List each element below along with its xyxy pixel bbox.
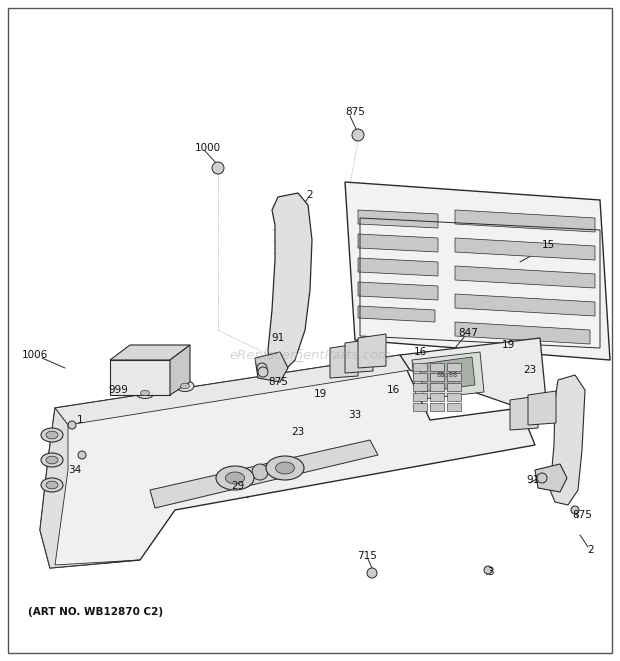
Polygon shape bbox=[358, 258, 438, 276]
Ellipse shape bbox=[266, 456, 304, 480]
Bar bbox=[413, 403, 427, 411]
Ellipse shape bbox=[136, 387, 154, 399]
Polygon shape bbox=[358, 306, 435, 322]
Text: 88:88: 88:88 bbox=[436, 372, 458, 378]
Ellipse shape bbox=[180, 383, 190, 389]
Polygon shape bbox=[150, 440, 378, 508]
Circle shape bbox=[212, 162, 224, 174]
Polygon shape bbox=[330, 344, 358, 378]
Polygon shape bbox=[358, 282, 438, 300]
Bar bbox=[447, 403, 461, 411]
Polygon shape bbox=[268, 193, 312, 375]
Ellipse shape bbox=[41, 428, 63, 442]
Ellipse shape bbox=[275, 462, 294, 474]
Polygon shape bbox=[110, 345, 190, 360]
Text: 23: 23 bbox=[523, 365, 537, 375]
Polygon shape bbox=[110, 360, 170, 395]
Circle shape bbox=[252, 464, 268, 480]
Bar bbox=[413, 373, 427, 381]
Polygon shape bbox=[420, 357, 475, 392]
Polygon shape bbox=[358, 210, 438, 228]
Text: 875: 875 bbox=[572, 510, 592, 520]
Polygon shape bbox=[535, 464, 567, 492]
Text: 875: 875 bbox=[268, 377, 288, 387]
Bar bbox=[430, 363, 444, 371]
Polygon shape bbox=[455, 238, 595, 260]
Polygon shape bbox=[358, 334, 386, 368]
Bar bbox=[447, 383, 461, 391]
Polygon shape bbox=[345, 182, 610, 360]
Polygon shape bbox=[40, 355, 535, 568]
Ellipse shape bbox=[41, 478, 63, 492]
Bar bbox=[430, 393, 444, 401]
Text: 29: 29 bbox=[231, 481, 245, 491]
Text: 715: 715 bbox=[357, 551, 377, 561]
Circle shape bbox=[352, 129, 364, 141]
Text: 1000: 1000 bbox=[195, 143, 221, 153]
Polygon shape bbox=[40, 408, 140, 568]
Bar bbox=[447, 393, 461, 401]
Text: 91: 91 bbox=[526, 475, 539, 485]
Circle shape bbox=[537, 473, 547, 483]
Bar bbox=[447, 363, 461, 371]
Text: 847: 847 bbox=[458, 328, 478, 338]
Circle shape bbox=[571, 506, 579, 514]
Text: 23: 23 bbox=[291, 427, 304, 437]
Text: 16: 16 bbox=[414, 347, 427, 357]
Text: 999: 999 bbox=[108, 385, 128, 395]
Polygon shape bbox=[412, 352, 484, 400]
Text: 3: 3 bbox=[487, 567, 494, 577]
Text: 2: 2 bbox=[588, 545, 595, 555]
Ellipse shape bbox=[141, 390, 149, 396]
Text: 19: 19 bbox=[313, 389, 327, 399]
Ellipse shape bbox=[46, 431, 58, 439]
Bar bbox=[413, 393, 427, 401]
Text: 15: 15 bbox=[541, 240, 555, 250]
Bar bbox=[430, 383, 444, 391]
Text: 34: 34 bbox=[68, 465, 82, 475]
Bar bbox=[430, 373, 444, 381]
Circle shape bbox=[257, 363, 267, 373]
Text: 33: 33 bbox=[348, 410, 361, 420]
Text: 2: 2 bbox=[307, 190, 313, 200]
Text: 16: 16 bbox=[386, 385, 400, 395]
Ellipse shape bbox=[41, 453, 63, 467]
Polygon shape bbox=[528, 391, 556, 425]
Polygon shape bbox=[345, 339, 373, 373]
Text: 19: 19 bbox=[502, 340, 515, 350]
Polygon shape bbox=[550, 375, 585, 505]
Ellipse shape bbox=[216, 466, 254, 490]
Polygon shape bbox=[400, 338, 548, 420]
Polygon shape bbox=[55, 355, 410, 425]
Polygon shape bbox=[358, 234, 438, 252]
Circle shape bbox=[258, 367, 268, 377]
Polygon shape bbox=[455, 322, 590, 344]
Text: 1: 1 bbox=[77, 415, 83, 425]
Text: 1006: 1006 bbox=[22, 350, 48, 360]
Polygon shape bbox=[455, 266, 595, 288]
Ellipse shape bbox=[226, 472, 244, 484]
Bar bbox=[413, 383, 427, 391]
Ellipse shape bbox=[46, 456, 58, 464]
Bar bbox=[447, 373, 461, 381]
Circle shape bbox=[484, 566, 492, 574]
Text: (ART NO. WB12870 C2): (ART NO. WB12870 C2) bbox=[28, 607, 163, 617]
Polygon shape bbox=[455, 210, 595, 232]
Polygon shape bbox=[455, 294, 595, 316]
Polygon shape bbox=[170, 345, 190, 395]
Text: 875: 875 bbox=[345, 107, 365, 117]
Circle shape bbox=[367, 568, 377, 578]
Polygon shape bbox=[510, 396, 538, 430]
Text: 91: 91 bbox=[272, 333, 285, 343]
Circle shape bbox=[68, 421, 76, 429]
Bar bbox=[413, 363, 427, 371]
Text: eReplacementParts.com: eReplacementParts.com bbox=[229, 348, 391, 362]
Ellipse shape bbox=[176, 381, 194, 391]
Ellipse shape bbox=[46, 481, 58, 489]
Polygon shape bbox=[255, 352, 288, 382]
Bar bbox=[430, 403, 444, 411]
Circle shape bbox=[78, 451, 86, 459]
